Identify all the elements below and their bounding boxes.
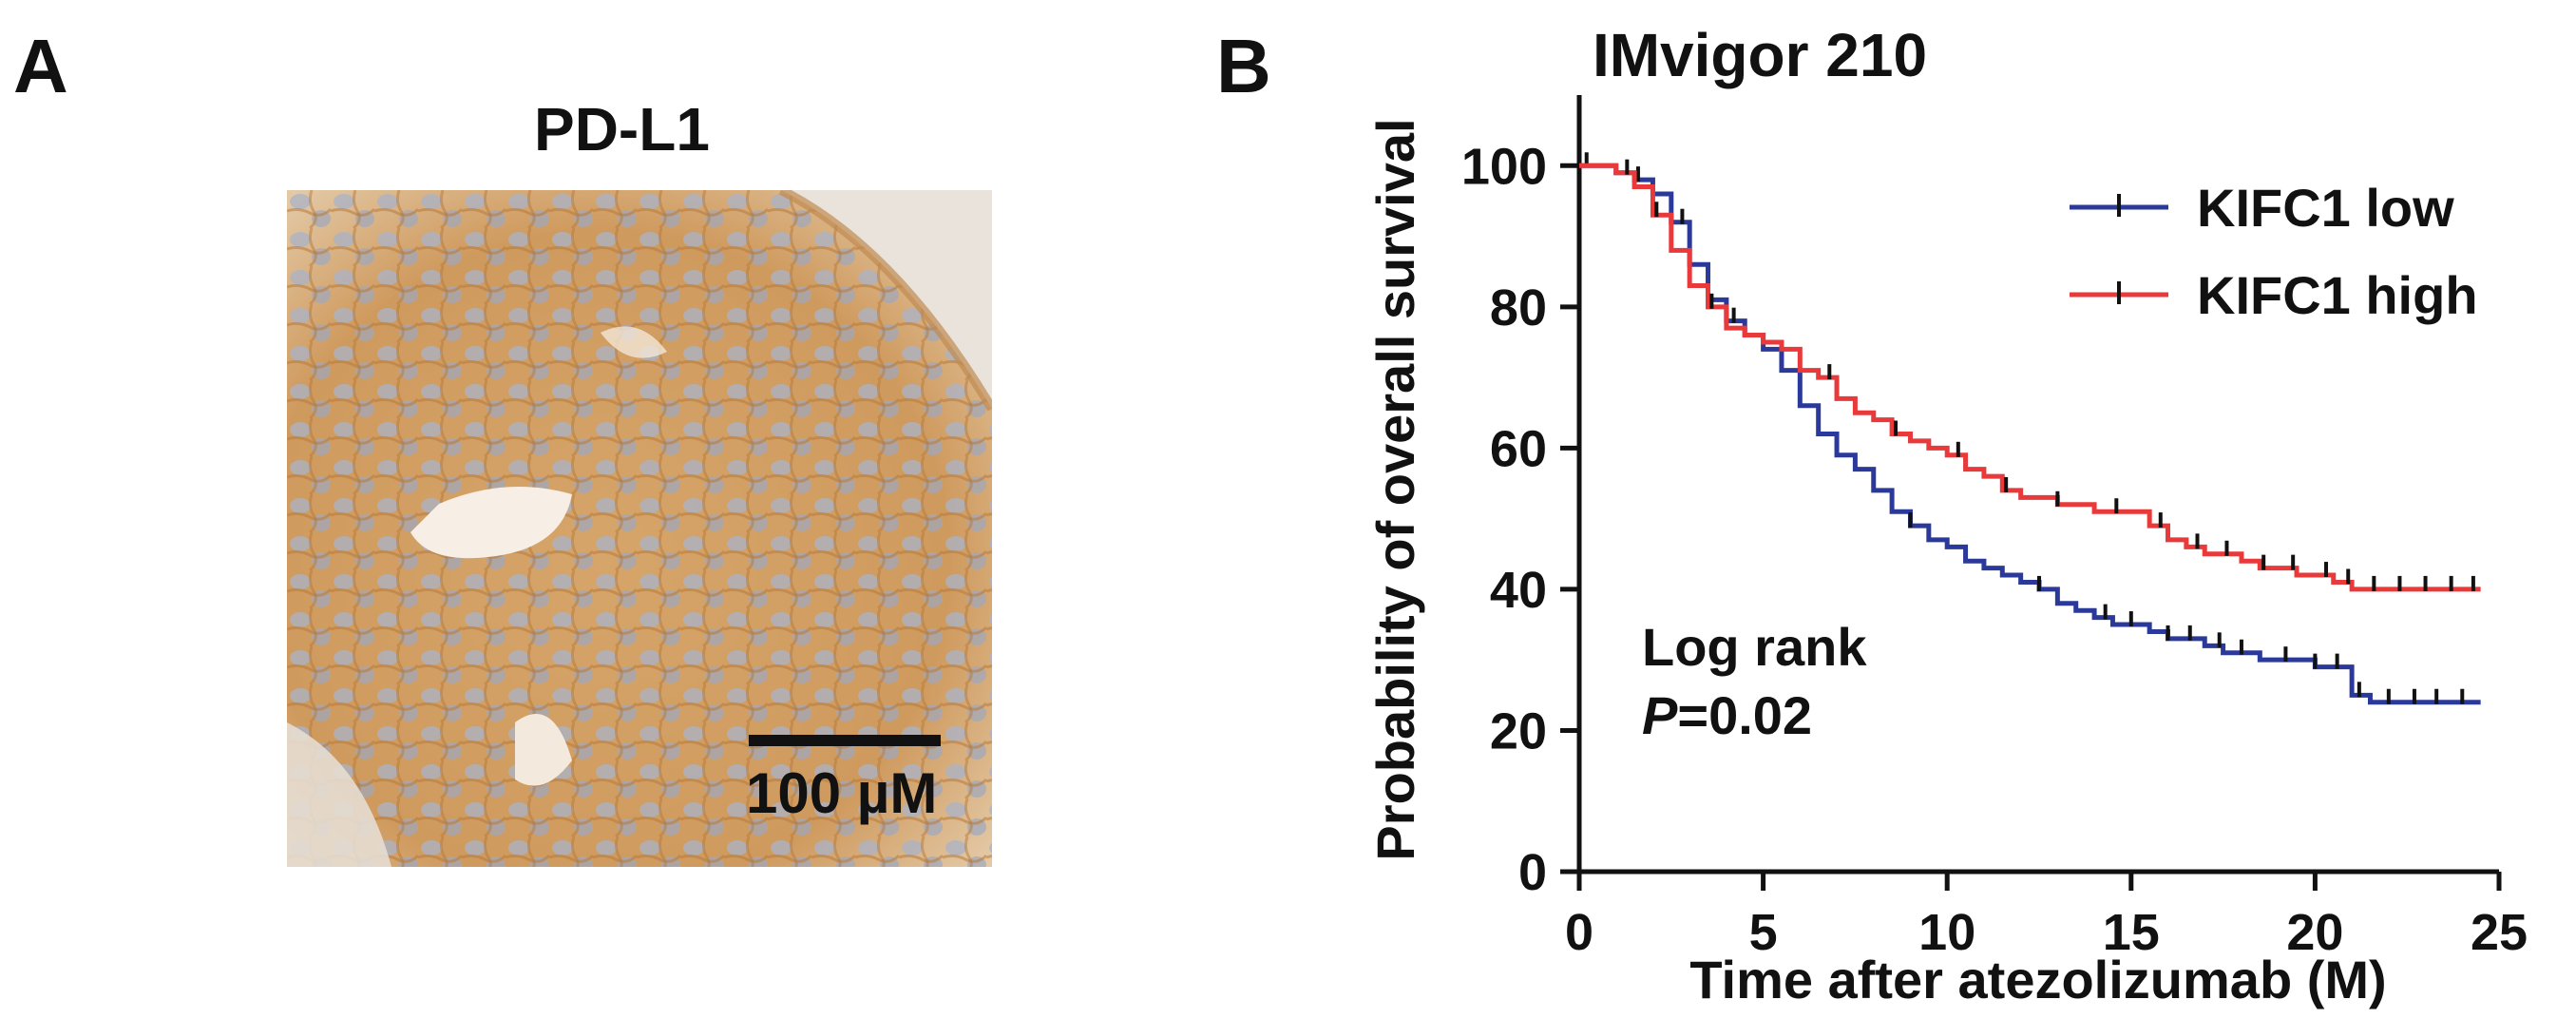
log-rank-label: Log rank — [1642, 617, 1867, 677]
legend-high-label: KIFC1 high — [2197, 265, 2478, 325]
x-tick-label: 10 — [1918, 904, 1975, 961]
y-tick-label: 80 — [1490, 279, 1547, 336]
y-tick-label: 40 — [1490, 562, 1547, 619]
y-tick-label: 60 — [1490, 420, 1547, 477]
x-tick-label: 15 — [2103, 904, 2160, 961]
p-value-text: P=0.02 — [1642, 685, 1812, 745]
km-curve-low — [1579, 163, 2481, 705]
p-value: =0.02 — [1677, 685, 1812, 745]
panel-a-label: A — [13, 24, 68, 108]
log-rank-annotation: Log rank P=0.02 — [1642, 617, 1867, 745]
y-tick-labels: 0 20 40 60 80 100 — [1461, 138, 1547, 901]
x-axis-label: Time after atezolizumab (M) — [1689, 950, 2386, 1009]
pd-l1-ihc-micrograph — [287, 190, 992, 867]
axes — [1560, 95, 2502, 891]
x-tick-labels: 0 5 10 15 20 25 — [1565, 904, 2528, 961]
x-tick-label: 5 — [1749, 904, 1778, 961]
x-tick-label: 0 — [1565, 904, 1593, 961]
x-tick-label: 25 — [2471, 904, 2528, 961]
y-axis-label: Probability of overall survival — [1365, 118, 1425, 860]
scale-bar — [749, 735, 941, 746]
y-tick-label: 0 — [1518, 844, 1547, 901]
chart-title: IMvigor 210 — [1593, 21, 1927, 89]
y-tick-label: 20 — [1490, 702, 1547, 759]
legend: KIFC1 low KIFC1 high — [2070, 178, 2478, 325]
p-symbol: P — [1642, 685, 1678, 745]
y-tick-label: 100 — [1461, 138, 1547, 195]
x-tick-label: 20 — [2286, 904, 2343, 961]
scale-bar-label: 100 µM — [746, 761, 938, 825]
panel-b-label: B — [1216, 24, 1271, 108]
km-curve-high — [1579, 163, 2481, 592]
legend-low-label: KIFC1 low — [2197, 178, 2454, 238]
ihc-title: PD-L1 — [534, 95, 710, 163]
survival-curves — [1579, 152, 2481, 705]
